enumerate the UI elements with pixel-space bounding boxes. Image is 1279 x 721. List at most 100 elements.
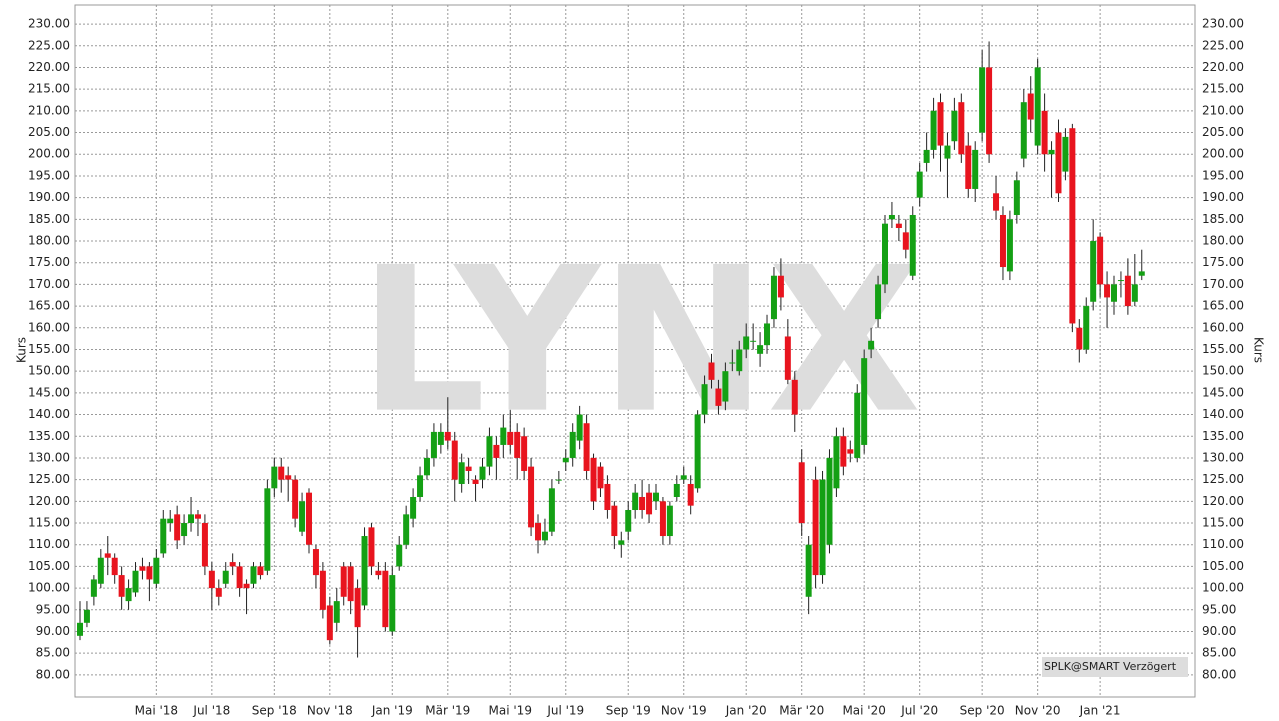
x-tick-label: Mai '20 [842, 704, 885, 718]
candle-body [854, 392, 861, 458]
y2-tick-label: 185.00 [1202, 212, 1244, 226]
x-tick-label: Jan '21 [1079, 704, 1121, 718]
x-tick-label: Sep '20 [960, 704, 1005, 718]
candle-body [604, 483, 611, 511]
candle-body [201, 523, 208, 567]
x-tick-label: Nov '18 [307, 704, 353, 718]
candle-body [840, 436, 847, 467]
candle-body [382, 570, 389, 628]
candle-body [472, 479, 479, 484]
y-tick-label: 140.00 [28, 407, 70, 421]
y2-tick-label: 220.00 [1202, 60, 1244, 74]
y2-tick-label: 190.00 [1202, 190, 1244, 204]
candle-body [292, 479, 299, 519]
candle-body [909, 214, 916, 276]
y-tick-label: 95.00 [36, 602, 70, 616]
candle-body [639, 496, 646, 511]
candle-body [437, 431, 444, 445]
candle-body [937, 102, 944, 146]
y2-tick-label: 160.00 [1202, 320, 1244, 334]
y-tick-label: 145.00 [28, 385, 70, 399]
candle-body [555, 479, 562, 481]
y-tick-label: 225.00 [28, 38, 70, 52]
candle-body [673, 483, 680, 497]
y2-tick-label: 175.00 [1202, 255, 1244, 269]
candle-body [423, 457, 430, 476]
candle-body [652, 492, 659, 502]
y-tick-label: 85.00 [36, 646, 70, 660]
candle-body [319, 570, 326, 610]
candle-body [625, 510, 632, 532]
y-tick-label: 130.00 [28, 450, 70, 464]
candle-body [368, 527, 375, 567]
candle-body [299, 501, 306, 532]
candle-body [569, 431, 576, 458]
x-tick-label: Mär '19 [425, 704, 470, 718]
y2-tick-label: 180.00 [1202, 234, 1244, 248]
candle-body [993, 193, 1000, 211]
source-box [1042, 657, 1188, 677]
x-tick-label: Jul '20 [900, 704, 938, 718]
y-tick-label: 190.00 [28, 190, 70, 204]
source-label: SPLK@SMART Verzögert [1044, 660, 1177, 673]
candle-body [618, 540, 625, 545]
y-tick-label: 115.00 [28, 516, 70, 530]
y2-tick-label: 115.00 [1202, 516, 1244, 530]
candle-body [486, 436, 493, 467]
candle-body [986, 67, 993, 155]
y-axis-title: Kurs [15, 337, 29, 363]
candle-body [999, 214, 1006, 268]
y2-tick-label: 155.00 [1202, 342, 1244, 356]
candle-body [590, 457, 597, 502]
candle-body [1034, 67, 1041, 146]
candle-body [875, 284, 882, 320]
candle-body [972, 149, 979, 189]
candle-body [451, 440, 458, 480]
y2-tick-label: 105.00 [1202, 559, 1244, 573]
candle-body [764, 323, 771, 346]
candle-body [548, 488, 555, 532]
candle-body [1069, 128, 1076, 324]
candle-body [340, 566, 347, 597]
y-tick-label: 185.00 [28, 212, 70, 226]
candle-body [132, 570, 139, 593]
candle-body [236, 566, 243, 589]
candle-body [410, 496, 417, 519]
candle-body [167, 518, 174, 524]
candle-body [257, 566, 264, 576]
candle-body [535, 523, 542, 541]
y2-tick-label: 165.00 [1202, 299, 1244, 313]
candle-body [208, 570, 215, 589]
candle-body [881, 223, 888, 285]
x-tick-label: Jan '19 [371, 704, 413, 718]
candle-body [458, 462, 465, 484]
candle-body [1048, 149, 1055, 155]
candle-body [541, 531, 548, 541]
candle-body [861, 358, 868, 445]
candle-body [666, 505, 673, 537]
candle-body [389, 575, 396, 632]
candle-body [597, 466, 604, 489]
y-tick-label: 210.00 [28, 103, 70, 117]
candle-body [271, 466, 278, 489]
candle-body [104, 553, 111, 558]
candle-body [521, 436, 528, 471]
y-tick-label: 110.00 [28, 537, 70, 551]
y2-tick-label: 100.00 [1202, 581, 1244, 595]
candle-body [479, 466, 486, 480]
y2-tick-label: 85.00 [1202, 646, 1236, 660]
candle-body [222, 570, 229, 584]
candle-body [514, 431, 521, 458]
candle-body [139, 566, 146, 571]
candle-body [528, 466, 535, 528]
candle-body [1041, 110, 1048, 155]
candle-body [944, 145, 951, 159]
candle-body [90, 579, 97, 597]
y-tick-label: 195.00 [28, 168, 70, 182]
candle-body [757, 345, 764, 354]
candle-body [784, 336, 791, 380]
y-tick-label: 205.00 [28, 125, 70, 139]
candle-body [312, 549, 319, 576]
candle-body [417, 475, 424, 497]
candle-body [278, 466, 285, 480]
